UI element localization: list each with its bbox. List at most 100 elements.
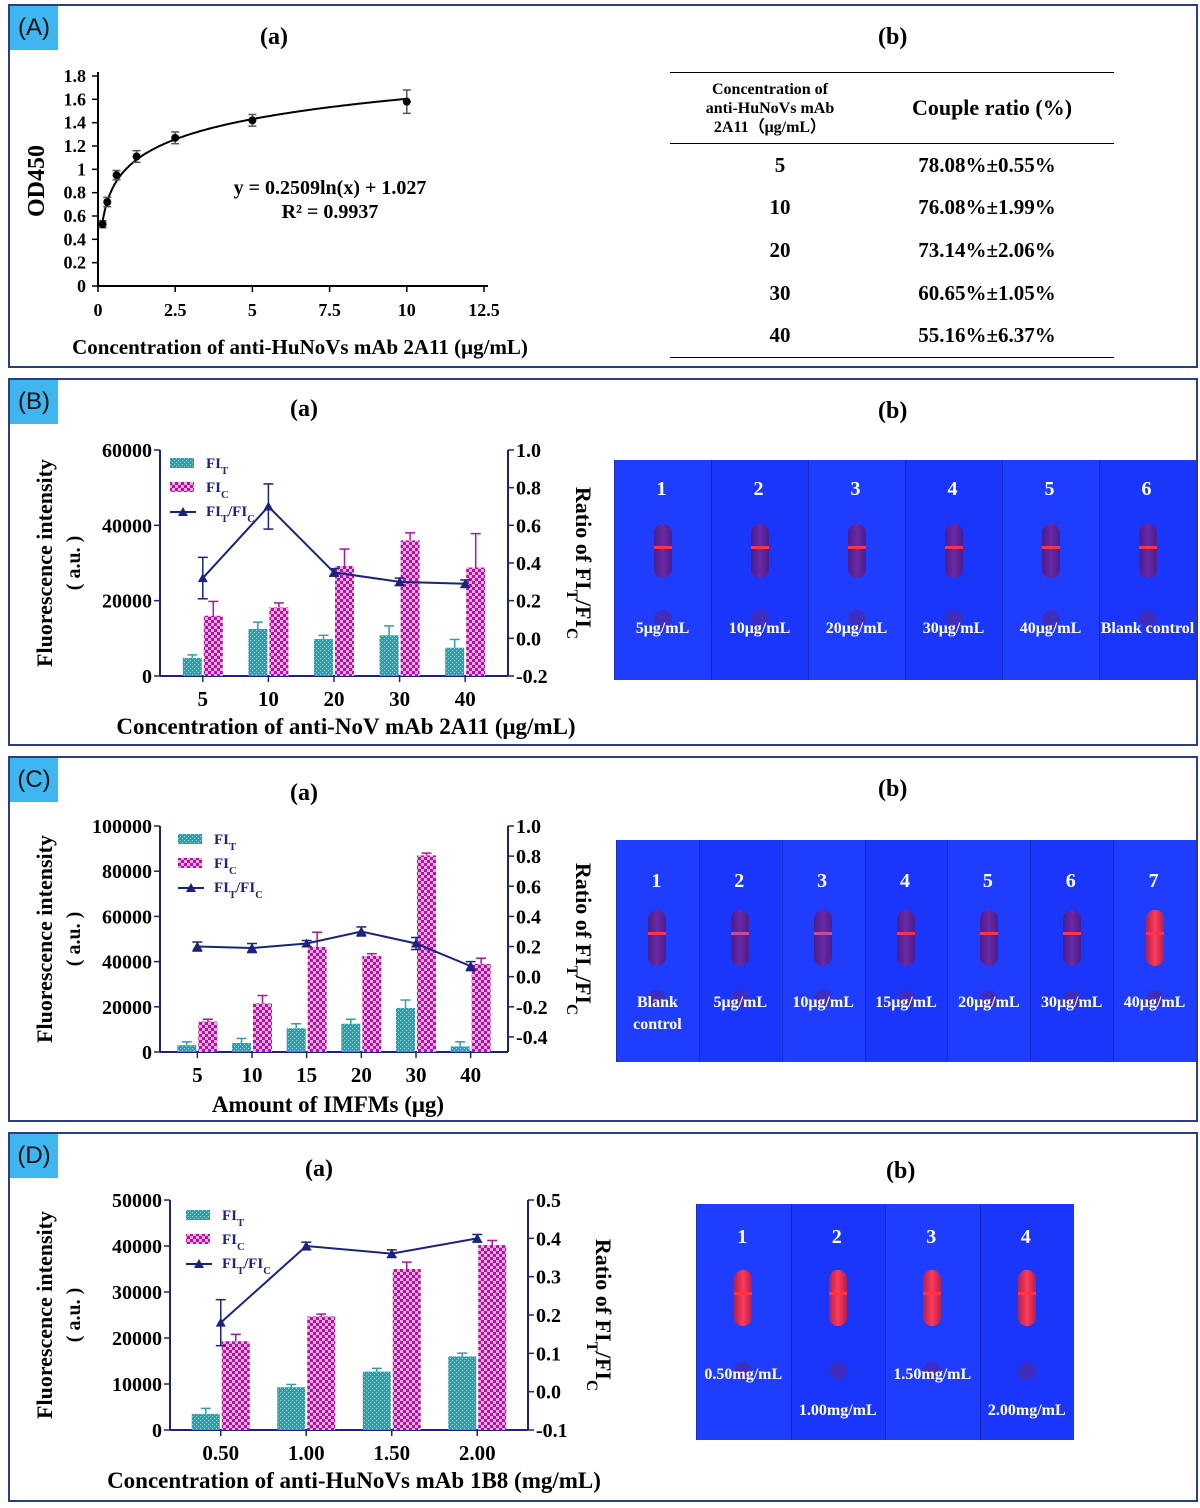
y-tick-label: 60000 [102,906,152,928]
y2-tick-label: -0.2 [516,666,548,688]
legend-label-ratio: FIT/FIC [222,1256,271,1277]
panel-tag: (D) [10,1134,58,1178]
y-tick-label: 60000 [102,440,152,462]
lane-number: 4 [1020,1226,1031,1248]
cell-concentration: 20 [769,237,791,262]
x-tick-label: 5 [248,300,257,320]
y2-tick-label: -0.4 [516,1027,548,1049]
legend-marker-ratio [178,507,188,516]
photo-b-label: (b) [878,398,908,424]
subpanel-a-label: (a) [260,24,288,50]
data-point [103,198,112,206]
x-tick-label: 1.50 [373,1441,410,1465]
bar-fit [448,1356,477,1430]
bar-fic [400,540,420,676]
y-axis-label: Fluorescence intensity [32,1211,57,1419]
y-tick-label: 1.6 [64,89,87,109]
legend-marker-ratio [186,883,196,892]
y2-tick-label: -0.1 [536,1420,568,1442]
panel-a: (A) (a) (b) 0 0.2 0.4 0.6 0.8 1 1.2 1.4 1.6 1.8 0 2… [8,4,1198,368]
sample-well [897,990,915,1008]
ratio-point [465,961,476,971]
strip-window [828,1270,847,1326]
ratio-point [356,926,367,936]
cell-couple-ratio: 76.08%±1.99% [918,195,1056,220]
lane-label: 10μg/mL [792,994,854,1011]
subpanel-a-label: (a) [290,396,318,422]
x-tick-label: 5 [198,687,209,711]
ratio-point [329,567,339,577]
legend-marker-ratio [194,1259,204,1268]
sample-well [847,610,866,628]
data-point [112,171,121,180]
fit-equation: y = 0.2509ln(x) + 1.027 [234,177,427,199]
y2-tick-label: 0.2 [536,1305,561,1327]
legend-swatch-fic [170,482,194,492]
lane-number: 3 [850,478,861,500]
ratio-point [411,938,421,948]
test-line [944,545,963,549]
couple-ratio-table: Concentration of anti-HuNoVs mAb 2A11（μg… [670,72,1114,358]
sample-well [828,1362,847,1380]
test-line [1041,545,1060,549]
y2-tick-label: 0.6 [516,515,541,537]
lane-label: 1.00mg/mL [798,1402,877,1419]
y2-tick-label: 0.0 [516,967,541,989]
sample-well [731,990,750,1008]
lane-number: 6 [1141,478,1152,500]
ratio-point [263,501,274,511]
bar-fit [177,1045,197,1052]
y-tick-label: 0 [142,666,152,688]
x-tick-label: 30 [389,687,410,711]
ratio-point [472,1233,483,1243]
lane-number: 3 [926,1226,937,1248]
bar-fic [471,963,491,1052]
lane-label: 2.00mg/mL [987,1402,1066,1419]
cell-couple-ratio: 55.16%±6.37% [918,323,1056,348]
bar-fic [307,1316,336,1430]
test-line [979,932,998,936]
strip-window [1062,910,1081,966]
x-tick-label: 10 [398,300,416,320]
table-body: 5 78.08%±0.55% 10 76.08%±1.99% 20 73.14%±2.06… [670,144,1114,358]
panel-tag: (B) [10,380,58,424]
subpanel-a-label: (a) [290,780,318,806]
fluorescence-chart-d: (a) 0 10000 20000 30000 40000 50000 -0.1 0.0 0.1 0… [32,1156,617,1493]
y2-tick-label: 0.4 [516,553,541,575]
y-tick-label: 40000 [102,952,152,974]
lane-label: 0.50mg/mL [704,1366,783,1383]
table-row: 5 78.08%±0.55% [670,144,1114,187]
bar-fit [341,1023,361,1052]
x-tick-label: 1.00 [288,1441,325,1465]
legend-swatch-fic [186,1234,210,1244]
test-line [1017,1292,1036,1296]
bar-fit [277,1387,306,1430]
y2-tick-label: 0.0 [536,1382,561,1404]
cell-couple-ratio: 78.08%±0.55% [918,152,1056,177]
y2-tick-label: 0.8 [516,478,541,500]
strip-window [1145,910,1164,966]
sample-well [1062,990,1081,1008]
strip-window [944,524,963,578]
y-tick-label: 0.2 [64,253,87,273]
subpanel-b-label: (b) [878,24,908,50]
x-axis-label: Concentration of anti-HuNoVs mAb 1B8 (mg… [107,1468,601,1493]
lane-number: 6 [1065,870,1076,892]
test-line [923,1292,942,1296]
bar-fit [396,1007,415,1052]
test-line [653,545,672,549]
strip-window [814,910,833,966]
lane-number: 2 [753,478,764,500]
y-tick-label: 80000 [102,861,152,883]
lane-number: 2 [734,870,745,892]
y2-axis-label: Ratio of FIT/FIC [584,1239,617,1391]
bar-fic [362,955,382,1052]
y-tick-label: 0.4 [64,229,87,249]
x-tick-label: 0 [94,300,103,320]
y-axis-label: Fluorescence intensity [32,459,57,667]
lane-label: 30μg/mL [1040,994,1103,1011]
bar-fic [335,566,354,676]
x-tick-label: 30 [406,1063,427,1087]
bar-fit [232,1042,251,1052]
y-tick-label: 0.6 [64,206,87,226]
